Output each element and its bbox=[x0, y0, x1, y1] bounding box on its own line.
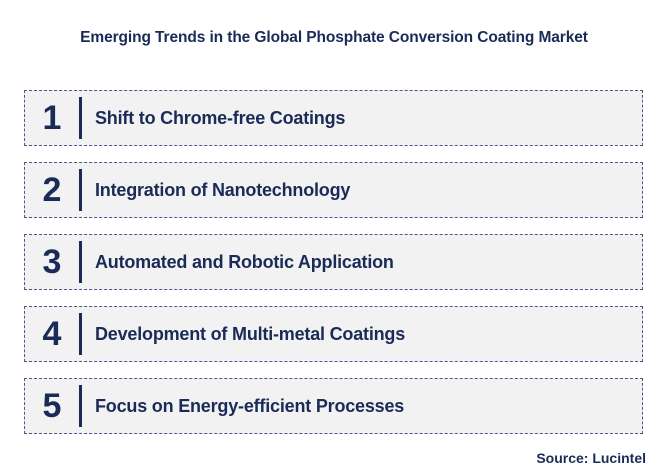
trend-divider bbox=[79, 313, 82, 355]
trend-list: 1 Shift to Chrome-free Coatings 2 Integr… bbox=[24, 90, 643, 450]
trend-label: Development of Multi-metal Coatings bbox=[95, 323, 406, 344]
source-credit: Source: Lucintel bbox=[536, 450, 646, 466]
trend-divider bbox=[79, 97, 82, 139]
trend-number: 1 bbox=[42, 98, 62, 137]
trend-item: 2 Integration of Nanotechnology bbox=[24, 162, 643, 218]
trend-label: Integration of Nanotechnology bbox=[95, 179, 351, 200]
trend-item: 3 Automated and Robotic Application bbox=[24, 234, 643, 290]
trend-item: 1 Shift to Chrome-free Coatings bbox=[24, 90, 643, 146]
trend-divider bbox=[79, 169, 82, 211]
trend-divider bbox=[79, 385, 82, 427]
trend-item: 5 Focus on Energy-efficient Processes bbox=[24, 378, 643, 434]
trend-label: Automated and Robotic Application bbox=[95, 251, 394, 272]
trend-divider bbox=[79, 241, 82, 283]
trend-label: Focus on Energy-efficient Processes bbox=[95, 395, 405, 416]
trend-item: 4 Development of Multi-metal Coatings bbox=[24, 306, 643, 362]
trend-number: 2 bbox=[42, 170, 62, 209]
diagram-title: Emerging Trends in the Global Phosphate … bbox=[80, 29, 588, 46]
trend-number: 5 bbox=[42, 386, 62, 425]
trend-number: 3 bbox=[42, 242, 62, 281]
trend-number: 4 bbox=[42, 314, 62, 353]
trend-label: Shift to Chrome-free Coatings bbox=[95, 107, 346, 128]
